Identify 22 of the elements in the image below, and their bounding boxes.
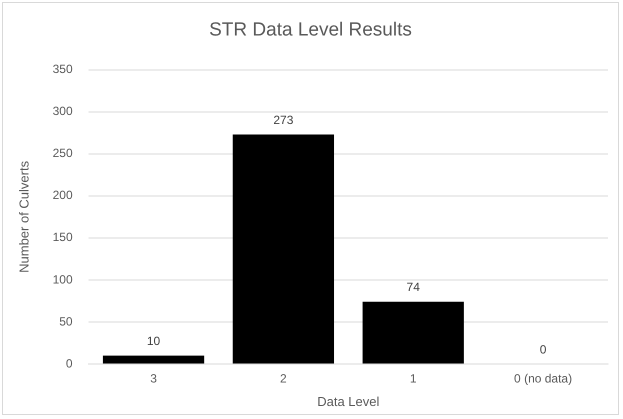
x-tick-label: 3 [150,372,158,386]
bar [232,134,334,364]
data-label: 74 [406,280,420,294]
data-label: 10 [146,334,161,348]
y-tick-label: 350 [52,62,73,76]
bar [362,302,464,364]
x-tick-label: 1 [410,372,417,386]
x-axis-title: Data Level [317,394,380,409]
y-tick-label: 150 [52,230,73,244]
y-axis-title: Number of Culverts [16,160,32,273]
y-tick-label: 100 [52,272,73,286]
x-tick-label: 0 (no data) [514,372,572,386]
y-tick-label: 300 [52,104,73,118]
y-tick-label: 250 [52,146,73,160]
x-tick-label: 2 [280,372,288,386]
data-label: 0 [540,342,547,356]
chart-title: STR Data Level Results [209,20,412,41]
bar [102,356,204,364]
y-tick-label: 200 [52,188,73,202]
y-tick-label: 50 [59,314,73,328]
y-tick-label: 0 [66,356,73,370]
data-label: 273 [273,112,294,127]
